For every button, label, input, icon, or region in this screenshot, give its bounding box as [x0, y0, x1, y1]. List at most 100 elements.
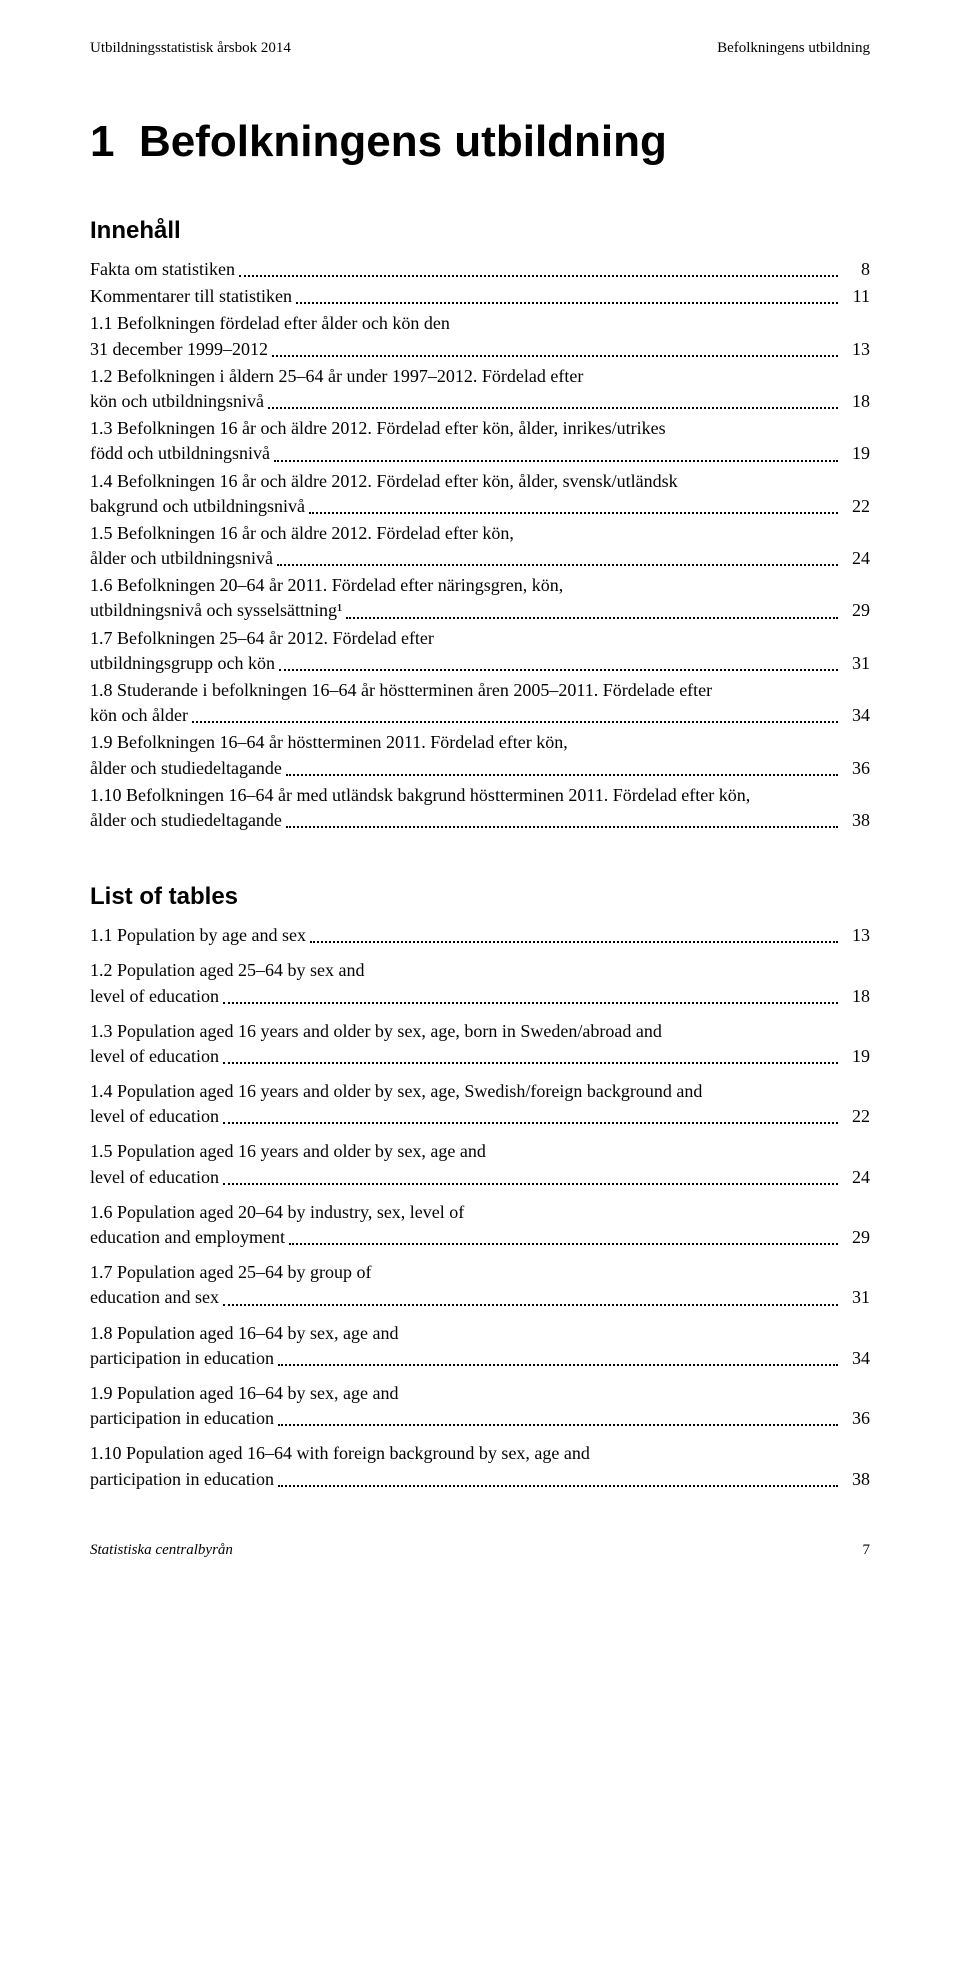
running-footer: Statistiska centralbyrån 7 [90, 1542, 870, 1559]
toc-label-head: 1.4 Population aged 16 years and older b… [90, 1079, 870, 1104]
toc-page: 38 [842, 808, 870, 833]
footer-page-number: 7 [863, 1542, 871, 1559]
toc-leader [223, 1304, 838, 1306]
toc-label-head: 1.1 Befolkningen fördelad efter ålder oc… [90, 311, 870, 336]
toc-entry-row: participation in education 34 [90, 1346, 870, 1371]
toc-entry: 1.9 Population aged 16–64 by sex, age an… [90, 1381, 870, 1431]
toc-label-head: 1.10 Population aged 16–64 with foreign … [90, 1441, 870, 1466]
toc-label: level of education [90, 984, 219, 1009]
toc-page: 36 [842, 1406, 870, 1431]
toc-leader [272, 355, 838, 357]
toc-leader [278, 1364, 838, 1366]
toc-entry: 1.8 Studerande i befolkningen 16–64 år h… [90, 678, 870, 728]
toc-entry-row: född och utbildningsnivå19 [90, 441, 870, 466]
toc-leader [296, 302, 838, 304]
header-left: Utbildningsstatistisk årsbok 2014 [90, 40, 291, 57]
toc-page: 34 [842, 1346, 870, 1371]
toc-entry: 1.1 Population by age and sex 13 [90, 923, 870, 948]
toc-label: ålder och studiedeltagande [90, 808, 282, 833]
toc-leader [278, 1485, 838, 1487]
toc-entry-row: utbildningsgrupp och kön31 [90, 651, 870, 676]
toc-page: 13 [842, 337, 870, 362]
toc-entry-row: ålder och studiedeltagande 38 [90, 808, 870, 833]
toc-leader [289, 1243, 838, 1245]
toc-entry: Fakta om statistiken8 [90, 257, 870, 282]
toc-entry-row: utbildningsnivå och sysselsättning¹ 29 [90, 598, 870, 623]
toc-label: 1.1 Population by age and sex [90, 923, 306, 948]
toc-entry: 1.6 Population aged 20–64 by industry, s… [90, 1200, 870, 1250]
toc-label: utbildningsgrupp och kön [90, 651, 275, 676]
toc-entry-row: level of education19 [90, 1044, 870, 1069]
toc-label-head: 1.9 Befolkningen 16–64 år höstterminen 2… [90, 730, 870, 755]
toc-label-head: 1.5 Befolkningen 16 år och äldre 2012. F… [90, 521, 870, 546]
toc-leader [309, 512, 838, 514]
toc-entry-row: participation in education 36 [90, 1406, 870, 1431]
toc-entry-row: 31 december 1999–2012 13 [90, 337, 870, 362]
toc-entry: 1.6 Befolkningen 20–64 år 2011. Fördelad… [90, 573, 870, 623]
toc-leader [346, 617, 838, 619]
toc-label: participation in education [90, 1346, 274, 1371]
toc-page: 13 [842, 923, 870, 948]
toc-page: 36 [842, 756, 870, 781]
toc-entry: 1.5 Befolkningen 16 år och äldre 2012. F… [90, 521, 870, 571]
toc-label: participation in education [90, 1406, 274, 1431]
toc-entry: 1.4 Population aged 16 years and older b… [90, 1079, 870, 1129]
toc-label-head: 1.6 Population aged 20–64 by industry, s… [90, 1200, 870, 1225]
list-of-tables-toc: 1.1 Population by age and sex 13 1.2 Popul… [90, 923, 870, 1492]
toc-label: level of education [90, 1165, 219, 1190]
toc-entry: 1.3 Befolkningen 16 år och äldre 2012. F… [90, 416, 870, 466]
toc-leader [223, 1062, 838, 1064]
toc-label-head: 1.5 Population aged 16 years and older b… [90, 1139, 870, 1164]
toc-page: 22 [842, 1104, 870, 1129]
toc-leader [239, 275, 838, 277]
toc-entry-row: bakgrund och utbildningsnivå22 [90, 494, 870, 519]
toc-label: bakgrund och utbildningsnivå [90, 494, 305, 519]
toc-entry: 1.10 Befolkningen 16–64 år med utländsk … [90, 783, 870, 833]
chapter-title: 1 Befolkningens utbildning [90, 117, 870, 167]
toc-label: ålder och studiedeltagande [90, 756, 282, 781]
toc-label: ålder och utbildningsnivå [90, 546, 273, 571]
toc-page: 31 [842, 1285, 870, 1310]
toc-entry: 1.3 Population aged 16 years and older b… [90, 1019, 870, 1069]
toc-label: utbildningsnivå och sysselsättning¹ [90, 598, 342, 623]
toc-entry-row: Fakta om statistiken8 [90, 257, 870, 282]
toc-label: född och utbildningsnivå [90, 441, 270, 466]
innehall-toc: Fakta om statistiken8Kommentarer till st… [90, 257, 870, 833]
toc-entry: 1.7 Befolkningen 25–64 år 2012. Fördelad… [90, 626, 870, 676]
toc-label: 31 december 1999–2012 [90, 337, 268, 362]
toc-entry-row: education and employment29 [90, 1225, 870, 1250]
toc-leader [310, 941, 838, 943]
toc-label-head: 1.3 Befolkningen 16 år och äldre 2012. F… [90, 416, 870, 441]
toc-label: level of education [90, 1044, 219, 1069]
toc-page: 38 [842, 1467, 870, 1492]
toc-leader [268, 407, 838, 409]
toc-entry: Kommentarer till statistiken11 [90, 284, 870, 309]
toc-entry: 1.5 Population aged 16 years and older b… [90, 1139, 870, 1189]
header-right: Befolkningens utbildning [717, 40, 870, 57]
toc-leader [223, 1122, 838, 1124]
toc-entry-row: ålder och utbildningsnivå 24 [90, 546, 870, 571]
toc-label: kön och ålder [90, 703, 188, 728]
toc-entry-row: education and sex31 [90, 1285, 870, 1310]
toc-leader [192, 721, 838, 723]
toc-label-head: 1.8 Studerande i befolkningen 16–64 år h… [90, 678, 870, 703]
toc-entry: 1.8 Population aged 16–64 by sex, age an… [90, 1321, 870, 1371]
toc-label-head: 1.2 Population aged 25–64 by sex and [90, 958, 870, 983]
chapter-name: Befolkningens utbildning [139, 117, 667, 166]
toc-entry: 1.2 Population aged 25–64 by sex andleve… [90, 958, 870, 1008]
toc-page: 24 [842, 1165, 870, 1190]
toc-label: participation in education [90, 1467, 274, 1492]
toc-entry-row: level of education18 [90, 984, 870, 1009]
toc-page: 34 [842, 703, 870, 728]
list-of-tables-heading: List of tables [90, 883, 870, 911]
toc-entry-row: kön och ålder 34 [90, 703, 870, 728]
toc-entry-row: ålder och studiedeltagande 36 [90, 756, 870, 781]
toc-page: 24 [842, 546, 870, 571]
toc-leader [277, 564, 838, 566]
toc-leader [286, 826, 838, 828]
footer-left: Statistiska centralbyrån [90, 1542, 233, 1559]
toc-label-head: 1.7 Befolkningen 25–64 år 2012. Fördelad… [90, 626, 870, 651]
toc-page: 29 [842, 598, 870, 623]
toc-entry: 1.2 Befolkningen i åldern 25–64 år under… [90, 364, 870, 414]
toc-entry-row: kön och utbildningsnivå18 [90, 389, 870, 414]
